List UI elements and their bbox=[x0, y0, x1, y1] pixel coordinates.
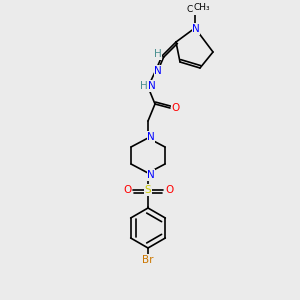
Text: CH₃: CH₃ bbox=[187, 5, 203, 14]
Text: O: O bbox=[165, 185, 173, 195]
Text: O: O bbox=[172, 103, 180, 113]
Text: N: N bbox=[147, 170, 155, 180]
Text: H: H bbox=[140, 81, 148, 91]
Text: H: H bbox=[154, 49, 162, 59]
Text: N: N bbox=[148, 81, 156, 91]
Text: S: S bbox=[145, 185, 151, 195]
Text: O: O bbox=[123, 185, 131, 195]
Text: N: N bbox=[192, 24, 200, 34]
Text: CH₃: CH₃ bbox=[194, 4, 210, 13]
Text: N: N bbox=[154, 66, 162, 76]
Text: Br: Br bbox=[142, 255, 154, 265]
Text: N: N bbox=[147, 132, 155, 142]
